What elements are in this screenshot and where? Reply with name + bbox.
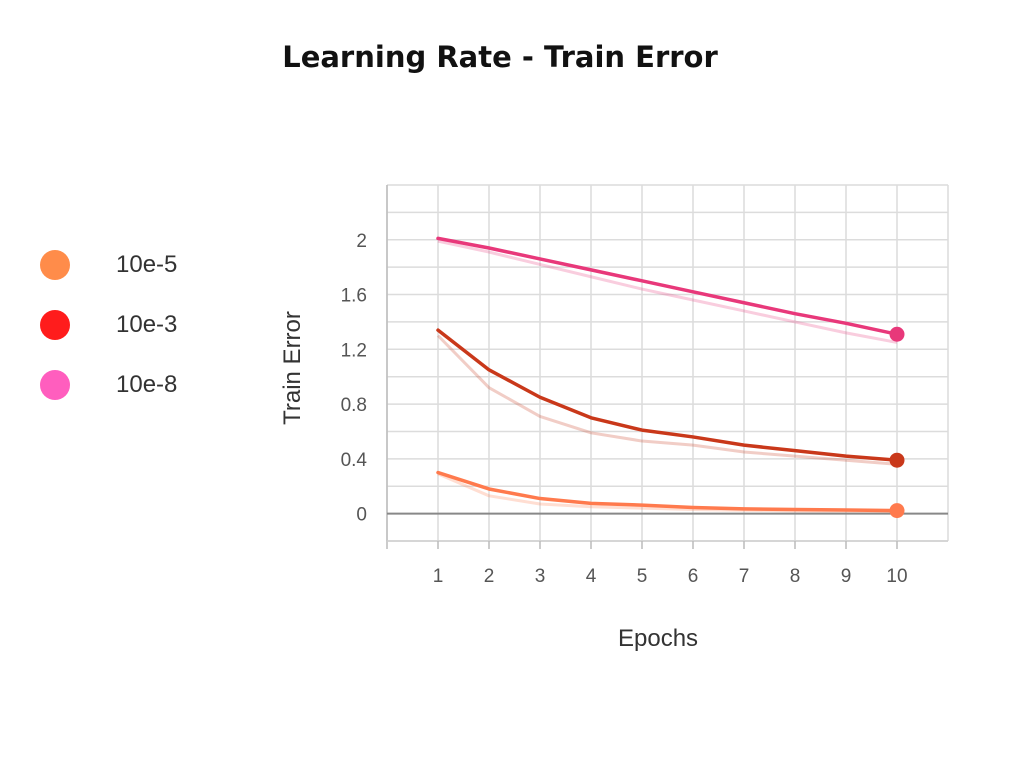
series-end-marker-10e-3	[889, 452, 905, 468]
x-axis-label: Epochs	[618, 625, 699, 652]
series-line-raw-10e-8	[437, 239, 898, 344]
y-tick-label: 2	[356, 231, 367, 252]
legend-marker-10e-5	[40, 250, 70, 280]
y-tick-label: 0	[356, 505, 367, 526]
x-tick-label: 10	[886, 566, 907, 587]
legend-label-10e-3: 10e-3	[116, 311, 178, 338]
x-tick-label: 9	[841, 566, 852, 587]
x-tick-label: 7	[739, 566, 750, 587]
series-line-raw-10e-3	[436, 334, 898, 466]
legend-marker-10e-8	[40, 370, 70, 400]
y-tick-label: 1.2	[341, 340, 367, 361]
x-tick-label: 6	[688, 566, 699, 587]
x-tick-label: 2	[484, 566, 495, 587]
legend-marker-10e-3	[40, 310, 70, 340]
x-tick-label: 5	[637, 566, 648, 587]
series-line-10e-5	[436, 470, 899, 513]
series-end-marker-10e-8	[889, 326, 905, 342]
legend-label-10e-5: 10e-5	[116, 251, 178, 278]
chart-title: Learning Rate - Train Error	[282, 40, 718, 74]
x-tick-label: 8	[790, 566, 801, 587]
legend-label-10e-8: 10e-8	[116, 371, 178, 398]
series-line-10e-3	[436, 328, 899, 462]
x-tick-label: 1	[433, 566, 444, 587]
y-tick-label: 1.6	[341, 286, 367, 307]
series-line-10e-8	[436, 236, 899, 336]
x-tick-label: 3	[535, 566, 546, 587]
y-tick-label: 0.4	[341, 450, 368, 471]
series-end-marker-10e-5	[889, 503, 905, 519]
y-tick-label: 0.8	[341, 395, 367, 416]
x-tick-label: 4	[586, 566, 597, 587]
